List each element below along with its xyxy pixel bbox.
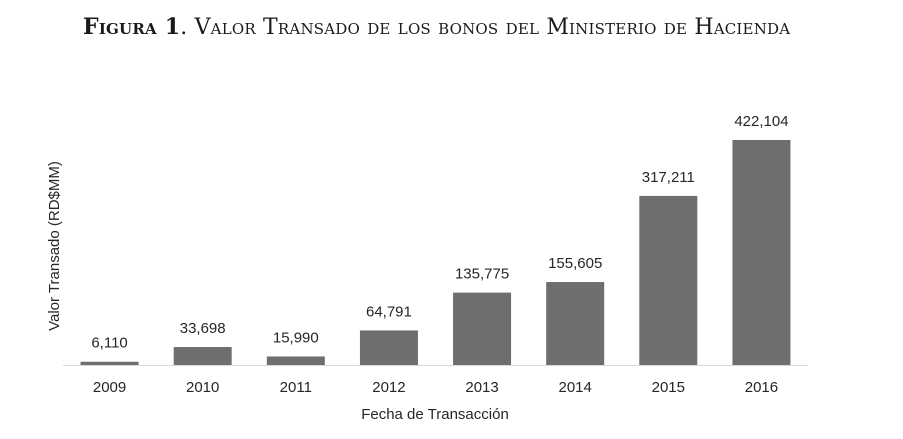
x-tick-label-2011: 2011 [280, 379, 312, 396]
bar-2009 [80, 361, 139, 365]
x-tick-label-2009: 2009 [93, 379, 126, 396]
x-tick-label-2012: 2012 [372, 379, 405, 396]
bar-2010 [173, 347, 232, 365]
bar-2015 [639, 195, 698, 365]
bar-2014 [546, 282, 605, 365]
x-tick-labels-group: 2009 2010 2011 2012 2013 2014 2015 2016 [93, 379, 778, 396]
x-tick-label-2010: 2010 [186, 379, 219, 396]
value-label-2012: 64,791 [366, 303, 412, 320]
figure-title: Figura 1. Valor Transado de los bonos de… [83, 14, 791, 40]
bar-2016 [732, 140, 791, 365]
x-axis-title: Fecha de Transacción [361, 406, 509, 423]
x-tick-label-2015: 2015 [652, 379, 685, 396]
value-label-2016: 422,104 [734, 113, 788, 130]
value-label-2009: 6,110 [91, 335, 127, 352]
y-axis-title: Valor Transado (RD$MM) [46, 161, 63, 331]
figure-caption: Valor Transado de los bonos del Minister… [194, 15, 791, 40]
bar-2011 [266, 356, 325, 365]
bars-group [80, 140, 791, 365]
figure-label: Figura 1 [83, 14, 181, 40]
value-label-2014: 155,605 [548, 255, 602, 272]
x-tick-label-2014: 2014 [559, 379, 592, 396]
value-label-2010: 33,698 [180, 320, 226, 337]
value-label-2011: 15,990 [273, 329, 319, 346]
value-label-2015: 317,211 [642, 169, 695, 186]
bar-2013 [453, 292, 512, 365]
bar-2012 [359, 330, 418, 365]
x-tick-label-2013: 2013 [465, 379, 498, 396]
x-tick-label-2016: 2016 [745, 379, 778, 396]
value-label-2013: 135,775 [455, 266, 509, 283]
value-labels-group: 6,110 33,698 15,990 64,791 135,775 155,605 317… [91, 113, 788, 352]
